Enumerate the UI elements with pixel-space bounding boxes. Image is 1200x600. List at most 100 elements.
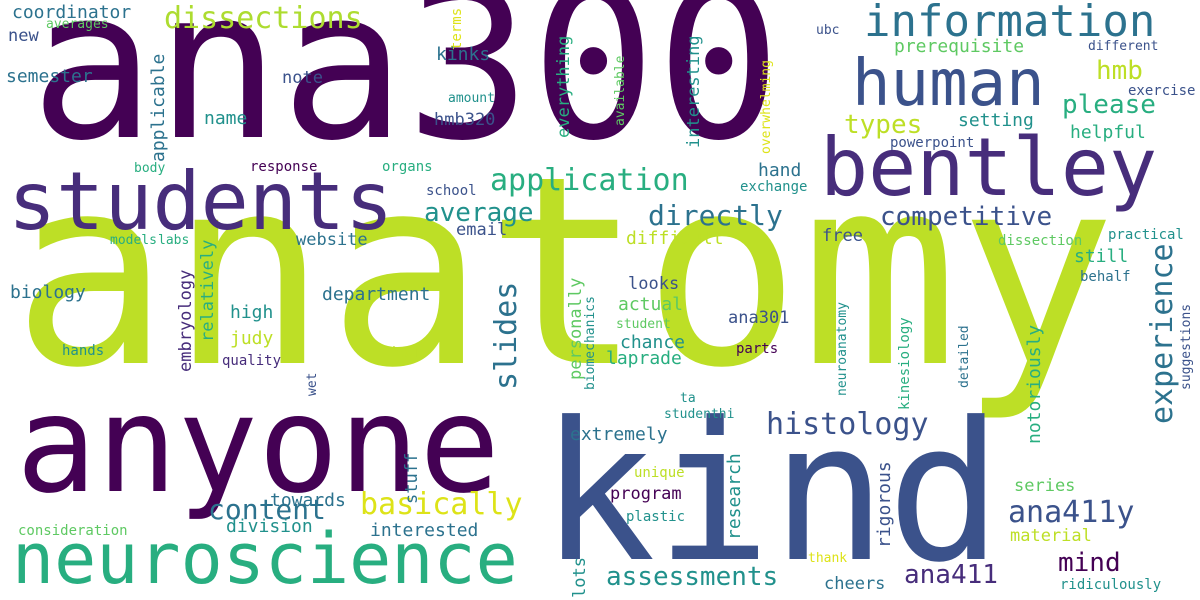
word-overwhelming: overwhelming [759,60,774,154]
word-kind: kind [540,382,1003,600]
word-division: division [226,516,313,537]
word-anyone: anyone [16,367,501,523]
word-high: high [230,302,274,323]
word-histology: histology [766,407,929,442]
word-biology: biology [10,282,86,303]
word-looks: looks [628,274,680,294]
word-relatively: relatively [198,239,218,342]
word-human: human [852,47,1045,121]
word-biomechanics: biomechanics [583,296,598,390]
word-helpful: helpful [1070,122,1146,143]
word-cheers: cheers [824,574,886,594]
word-chance: chance [620,332,686,353]
word-neuroscience: neuroscience [12,518,518,600]
word-laprade: laprade [606,348,682,369]
word-exercise: exercise [1128,83,1196,99]
word-rigorous: rigorous [874,461,895,548]
word-plastic: plastic [626,509,686,525]
word-practical: practical [1108,227,1184,243]
word-unique: unique [634,465,685,481]
word-thank: thank [808,551,848,566]
word-suggestions: suggestions [1179,303,1194,390]
word-student: student [616,317,671,332]
word-behalf: behalf [1080,269,1131,285]
word-averages: averages [46,17,109,32]
word-material: material [1010,526,1092,546]
word-application: application [490,163,689,198]
word-ana300: ana300 [30,0,782,187]
word-actual: actual [618,294,684,315]
word-interesting: interesting [684,35,704,148]
word-embryology: embryology [176,269,196,372]
word-basically: basically [360,487,523,522]
word-dissections: dissections [164,1,363,36]
word-everything: everything [554,35,574,138]
word-judy: judy [230,328,274,349]
word-hmb: hmb [1096,56,1143,86]
word-information: information [864,0,1156,47]
word-kinesiology: kinesiology [897,317,913,410]
word-slides: slides [489,281,524,390]
word-body: body [134,161,166,176]
word-students: students [8,155,394,248]
word-exchange: exchange [740,179,808,195]
word-department: department [322,284,431,305]
word-ana301: ana301 [728,308,790,328]
word-wet: wet [305,372,320,396]
word-extremely: extremely [570,424,668,445]
word-hour: hour [392,345,426,361]
word-towards: towards [270,490,346,511]
word-models: models [110,233,157,248]
word-average: average [424,198,534,228]
word-mind: mind [1058,548,1121,578]
word-types: types [844,110,923,140]
word-neuroanatomy: neuroanatomy [835,302,850,396]
word-new: new [8,26,39,46]
word-semester: semester [6,66,93,87]
word-dissection: dissection [998,233,1083,249]
word-research: research [724,453,745,540]
word-series: series [1014,476,1076,496]
word-still: still [1074,246,1129,267]
word-parts: parts [736,341,779,357]
word-applicable: applicable [148,53,169,162]
word-hand: hand [758,160,802,181]
word-directly: directly [648,199,783,232]
word-organs: organs [382,159,433,175]
word-difficult: difficult [626,228,724,249]
word-website: website [296,230,368,250]
word-assessments: assessments [606,562,779,592]
word-ana411y: ana411y [1008,495,1135,530]
word-coordinator: coordinator [12,2,132,23]
word-ta: ta [680,391,696,406]
word-ridiculously: ridiculously [1060,577,1162,593]
word-setting: setting [958,110,1034,131]
word-ubc: ubc [816,23,840,38]
word-prerequisite: prerequisite [894,36,1025,57]
word-ana411: ana411 [904,560,998,590]
word-content: content [208,493,327,526]
word-name: name [204,108,248,129]
word-hands: hands [62,343,105,359]
word-consideration: consideration [18,523,128,539]
word-detailed: detailed [957,325,972,388]
word-competitive: competitive [880,202,1053,232]
word-powerpoint: powerpoint [890,135,975,151]
word-notoriously: notoriously [1024,324,1045,444]
word-bentley: bentley [820,121,1158,214]
word-free: free [822,226,863,246]
word-labs: labs [158,233,190,248]
word-available: available [613,55,628,126]
word-program: program [610,484,682,504]
word-lots: lots [570,557,590,598]
word-note: note [282,68,323,88]
word-experience: experience [1145,243,1180,424]
word-different: different [1088,39,1159,54]
word-hmb320: hmb320 [434,110,496,130]
word-amount: amount [448,91,495,106]
word-interested: interested [370,520,479,541]
word-stuff: stuff [402,452,422,504]
word-school: school [426,183,477,199]
word-email: email [456,220,508,240]
